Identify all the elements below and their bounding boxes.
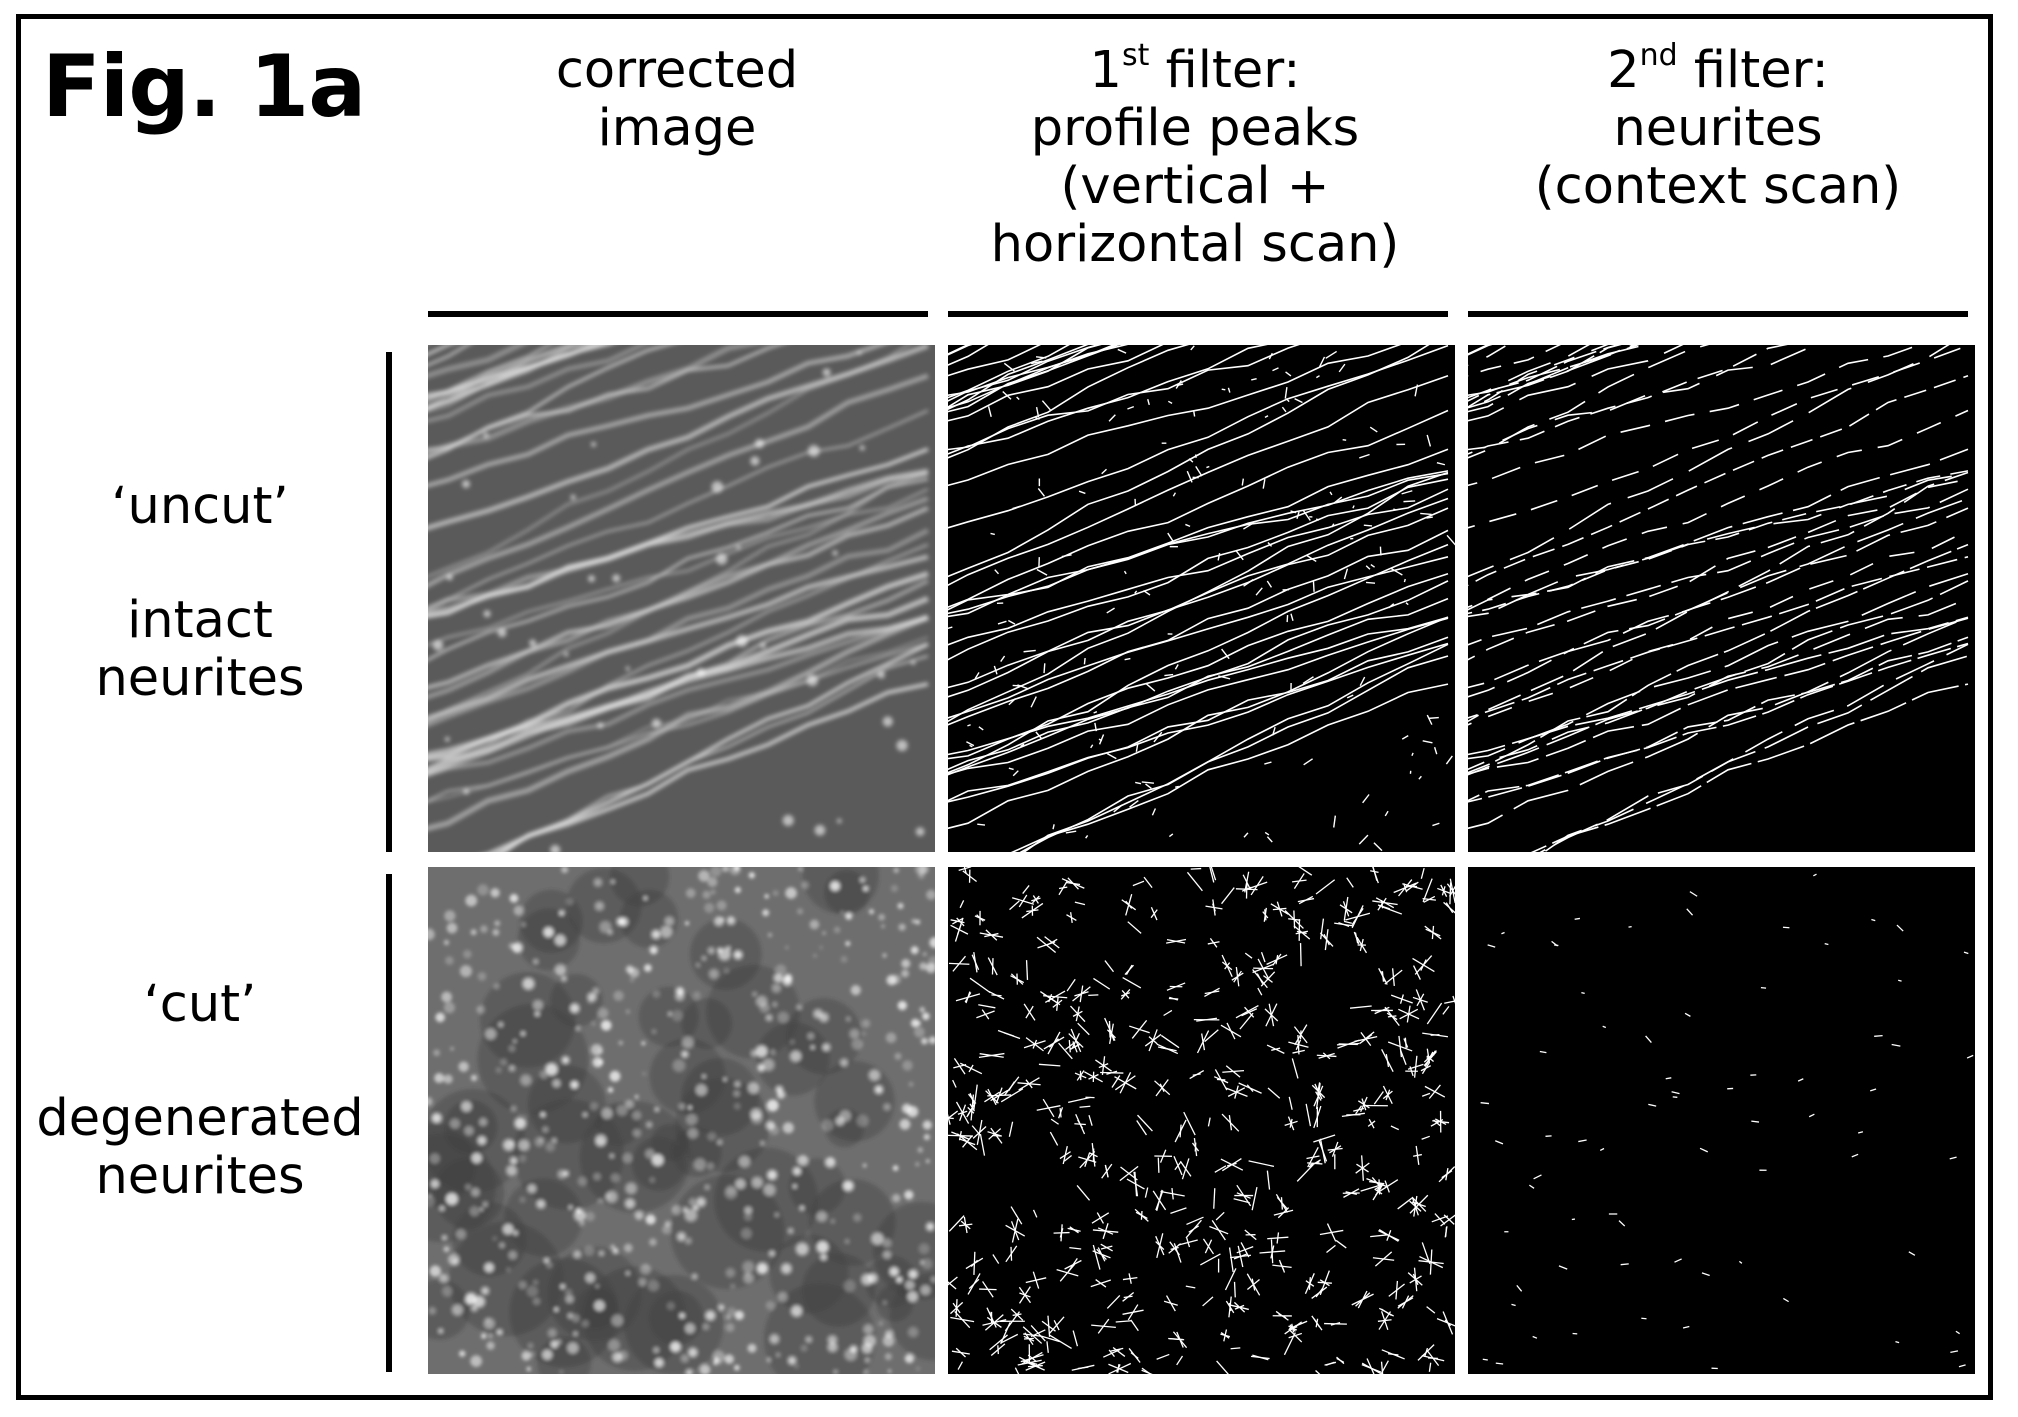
context-scan-degenerated <box>1468 867 1975 1374</box>
column-header-filter2: 2nd filter: neurites (context scan) <box>1463 41 1973 216</box>
context-scan-intact <box>1468 345 1975 852</box>
profile-peaks-intact <box>948 345 1455 852</box>
column-header-title: 1st filter: <box>940 41 1450 100</box>
column-header-line: horizontal scan) <box>990 215 1400 274</box>
column-rule-corrected <box>428 311 928 317</box>
column-header-line: image <box>597 99 757 158</box>
row-label-quoted: ‘uncut’ <box>111 477 289 536</box>
row-label-line: intact <box>127 591 273 650</box>
column-rule-filter2 <box>1468 311 1968 317</box>
column-header-title: 2nd filter: <box>1463 41 1973 100</box>
filter-suffix: filter: <box>1149 41 1301 100</box>
context-scan-intact-panel <box>1468 345 1975 852</box>
profile-peaks-intact-panel <box>948 345 1455 852</box>
column-rule-filter1 <box>948 311 1448 317</box>
row-rule-uncut <box>386 352 392 852</box>
column-header-line: (context scan) <box>1534 157 1902 216</box>
column-header-corrected: corrected image <box>422 42 932 158</box>
row-label-quoted: ‘cut’ <box>143 975 257 1034</box>
filter-suffix: filter: <box>1677 41 1829 100</box>
column-header-line: profile peaks <box>1030 99 1360 158</box>
profile-peaks-degenerated <box>948 867 1455 1374</box>
ordinal-suffix: nd <box>1639 38 1678 73</box>
ordinal-number: 2 <box>1607 41 1640 100</box>
corrected-image-intact <box>428 345 935 852</box>
column-header-line: neurites <box>1613 99 1823 158</box>
row-label-cut: ‘cut’ degenerated neurites <box>30 976 370 1206</box>
row-label-line: degenerated <box>36 1089 364 1148</box>
row-label-uncut: ‘uncut’ intact neurites <box>30 478 370 708</box>
figure-frame <box>16 14 1993 1400</box>
corrected-image-degenerated <box>428 867 935 1374</box>
context-scan-degenerated-panel <box>1468 867 1975 1374</box>
ordinal-suffix: st <box>1121 38 1150 73</box>
corrected-image-intact-panel <box>428 345 935 852</box>
column-header-line: corrected <box>555 41 799 100</box>
column-header-filter1: 1st filter: profile peaks (vertical + ho… <box>940 41 1450 274</box>
figure-label: Fig. 1a <box>42 37 366 137</box>
ordinal-number: 1 <box>1089 41 1122 100</box>
row-label-line: neurites <box>95 649 305 708</box>
corrected-image-degenerated-panel <box>428 867 935 1374</box>
row-label-line: neurites <box>95 1147 305 1206</box>
row-rule-cut <box>386 874 392 1372</box>
column-header-line: (vertical + <box>1060 157 1330 216</box>
profile-peaks-degenerated-panel <box>948 867 1455 1374</box>
